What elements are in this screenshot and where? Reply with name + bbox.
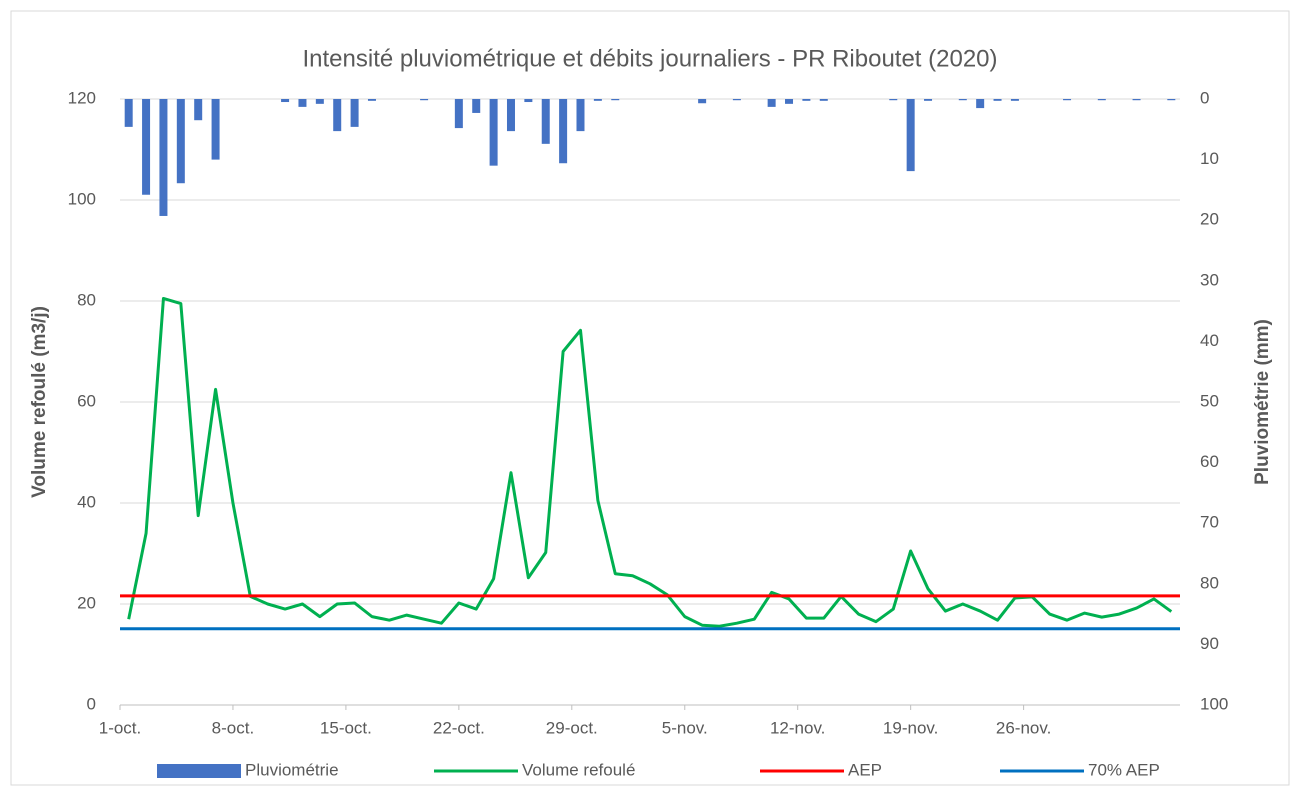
legend-label: 70% AEP (1088, 760, 1160, 779)
bar (593, 99, 602, 101)
bar (1010, 99, 1019, 101)
x-tick-label: 26-nov. (996, 718, 1051, 737)
bar (367, 99, 376, 101)
legend-label: AEP (848, 760, 882, 779)
y2-tick-label: 70 (1200, 513, 1219, 532)
x-tick-label: 22-oct. (433, 718, 485, 737)
bar (420, 99, 429, 101)
bar (124, 99, 133, 127)
bar (698, 99, 707, 104)
legend-label: Volume refoulé (522, 760, 635, 779)
bar (211, 99, 220, 160)
line (127, 296, 1173, 628)
bar (767, 99, 776, 107)
x-tick-label: 5-nov. (662, 718, 708, 737)
y-tick-label: 60 (77, 391, 96, 410)
chart-title: Intensité pluviométrique et débits journ… (302, 45, 997, 72)
bar (315, 99, 324, 104)
y2-tick-label: 30 (1200, 270, 1219, 289)
x-tick-label: 15-oct. (320, 718, 372, 737)
bar (1097, 99, 1106, 101)
bar (472, 99, 481, 113)
bar (785, 99, 794, 104)
bar (958, 99, 967, 101)
bar (802, 99, 811, 101)
y-tick-label: 100 (68, 189, 96, 208)
y2-tick-label: 40 (1200, 331, 1219, 350)
bar (611, 99, 620, 101)
chart-frame (10, 10, 1290, 786)
bar (1167, 99, 1176, 101)
bar (350, 99, 359, 127)
bar (454, 99, 463, 129)
y-axis-label: Volume refoulé (m3/j) (29, 306, 50, 498)
bar (333, 99, 342, 132)
bar (159, 99, 168, 216)
x-tick-label: 19-nov. (883, 718, 938, 737)
y2-tick-label: 90 (1200, 634, 1219, 653)
bar (576, 99, 585, 132)
bar (524, 99, 533, 103)
bar (194, 99, 203, 121)
bar (489, 99, 498, 166)
y2-tick-label: 60 (1200, 452, 1219, 471)
y-tick-label: 40 (77, 492, 96, 511)
bar (889, 99, 898, 101)
bar (1132, 99, 1141, 101)
y-tick-label: 0 (87, 694, 96, 713)
x-tick-label: 1-oct. (99, 718, 142, 737)
y2-tick-label: 100 (1200, 694, 1228, 713)
y2-tick-label: 0 (1200, 88, 1209, 107)
bar (924, 99, 933, 101)
bar (506, 99, 515, 132)
bar (993, 99, 1002, 101)
bar (1063, 99, 1072, 101)
legend-label: Pluviométrie (245, 760, 339, 779)
bar (176, 99, 185, 184)
x-tick-label: 29-oct. (546, 718, 598, 737)
x-tick-label: 8-oct. (212, 718, 255, 737)
y-tick-label: 120 (68, 88, 96, 107)
bar (281, 99, 290, 103)
bar (976, 99, 985, 109)
y-tick-label: 80 (77, 290, 96, 309)
bar (559, 99, 568, 164)
bar (142, 99, 151, 195)
bar (541, 99, 550, 144)
bar (298, 99, 307, 107)
y2-tick-label: 10 (1200, 149, 1219, 168)
y2-tick-label: 50 (1200, 391, 1219, 410)
x-tick-label: 12-nov. (770, 718, 825, 737)
bar (819, 99, 828, 101)
y2-tick-label: 80 (1200, 573, 1219, 592)
y2-axis-label: Pluviométrie (mm) (1252, 319, 1273, 485)
bar (906, 99, 915, 172)
y-tick-label: 20 (77, 593, 96, 612)
bar (732, 99, 741, 101)
legend-swatch (157, 764, 241, 778)
y2-tick-label: 20 (1200, 210, 1219, 229)
